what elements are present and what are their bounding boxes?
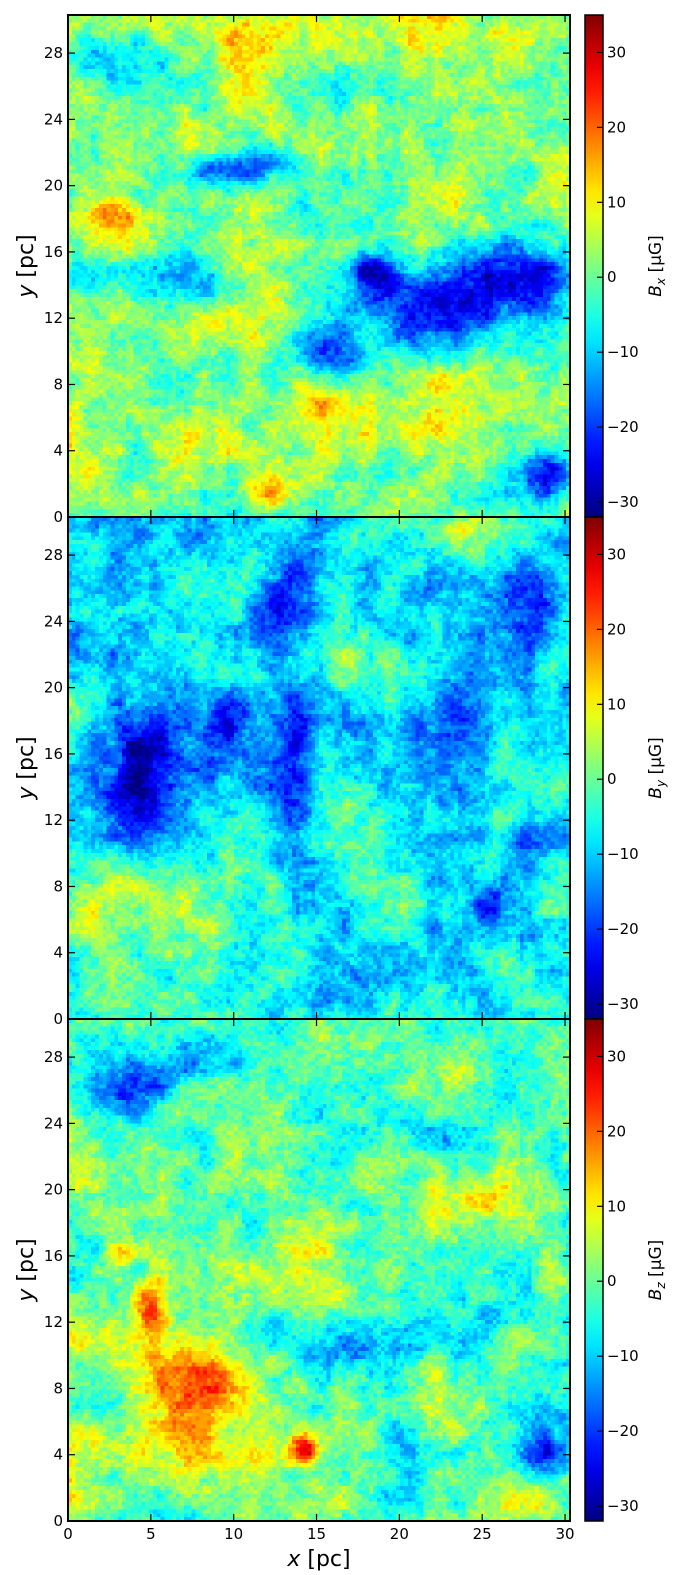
panel-2: 0 4 8 12 16 20 24 28 y [pc] −30 −20 −10 0 10 20 30 By [μ… xyxy=(14,516,668,1028)
x-tick-label: 30 xyxy=(555,1525,574,1543)
x-tick-label: 0 xyxy=(63,1525,73,1543)
y-axis-label: y [pc] xyxy=(14,234,39,298)
heatmap-image xyxy=(68,517,570,1019)
colorbar-tick-label: −10 xyxy=(607,845,639,863)
y-axis-label: y [pc] xyxy=(14,736,39,800)
colorbar-tick-label: 20 xyxy=(607,118,626,136)
y-tick-label: 16 xyxy=(44,1247,63,1265)
y-tick-label: 12 xyxy=(44,1313,63,1331)
heatmap-image xyxy=(68,15,570,517)
x-axis-label: x [pc] xyxy=(286,1547,350,1572)
panel-3: 0 4 8 12 16 20 24 28 0 5 10 15 20 25 30 y [pc] −30 −20 −10… xyxy=(14,1018,668,1543)
colorbar-tick-label: 10 xyxy=(607,193,626,211)
colorbar-gradient xyxy=(584,516,604,1020)
y-tick-label: 8 xyxy=(53,877,63,895)
colorbar: −30 −20 −10 0 10 20 30 Bx [μG] xyxy=(584,14,668,518)
colorbar-tick-label: 30 xyxy=(607,545,626,563)
colorbar-tick-label: −20 xyxy=(607,920,639,938)
y-tick-label: 28 xyxy=(44,546,63,564)
colorbar-tick-label: 0 xyxy=(607,770,617,788)
heatmap-image xyxy=(68,1019,570,1521)
y-tick-label: 20 xyxy=(44,177,63,195)
colorbar: −30 −20 −10 0 10 20 30 By [μG] xyxy=(584,516,668,1020)
colorbar-tick-label: 10 xyxy=(607,1197,626,1215)
panel-1: 0 4 8 12 16 20 24 28 y [pc] −30 −20 −10 0 10 20 30 Bx [μ… xyxy=(14,14,668,526)
x-tick-label: 25 xyxy=(473,1525,492,1543)
colorbar-tick-label: −30 xyxy=(607,1497,639,1515)
y-tick-label: 16 xyxy=(44,745,63,763)
y-tick-label: 20 xyxy=(44,1181,63,1199)
y-tick-label: 0 xyxy=(53,1010,63,1028)
x-tick-label: 15 xyxy=(307,1525,326,1543)
colorbar-tick-label: −20 xyxy=(607,418,639,436)
colorbar-tick-label: 20 xyxy=(607,620,626,638)
colorbar-label: By [μG] xyxy=(646,737,668,798)
x-tick-label: 10 xyxy=(224,1525,243,1543)
y-tick-label: 28 xyxy=(44,44,63,62)
colorbar-tick-label: −10 xyxy=(607,343,639,361)
colorbar-label: Bz [μG] xyxy=(646,1240,668,1301)
y-tick-label: 20 xyxy=(44,679,63,697)
y-tick-label: 24 xyxy=(44,612,63,630)
y-tick-label: 4 xyxy=(53,944,63,962)
y-tick-label: 8 xyxy=(53,375,63,393)
colorbar: −30 −20 −10 0 10 20 30 Bz [μG] xyxy=(584,1018,668,1522)
y-tick-label: 0 xyxy=(53,1512,63,1530)
colorbar-tick-label: 10 xyxy=(607,695,626,713)
colorbar-tick-label: −30 xyxy=(607,493,639,511)
colorbar-tick-label: −30 xyxy=(607,995,639,1013)
y-axis-label: y [pc] xyxy=(14,1238,39,1302)
colorbar-tick-label: 20 xyxy=(607,1122,626,1140)
colorbar-gradient xyxy=(584,1018,604,1522)
colorbar-label: Bx [μG] xyxy=(646,235,668,296)
y-tick-label: 28 xyxy=(44,1048,63,1066)
y-tick-label: 12 xyxy=(44,309,63,327)
y-tick-label: 4 xyxy=(53,442,63,460)
colorbar-gradient xyxy=(584,14,604,518)
y-tick-label: 16 xyxy=(44,243,63,261)
colorbar-tick-label: 30 xyxy=(607,1047,626,1065)
colorbar-tick-label: −20 xyxy=(607,1422,639,1440)
y-tick-label: 24 xyxy=(44,1114,63,1132)
y-tick-label: 12 xyxy=(44,811,63,829)
colorbar-tick-label: 0 xyxy=(607,1272,617,1290)
y-tick-label: 4 xyxy=(53,1446,63,1464)
plot-frame xyxy=(67,1018,571,1522)
colorbar-tick-label: 0 xyxy=(607,268,617,286)
colorbar-tick-label: 30 xyxy=(607,43,626,61)
x-tick-label: 20 xyxy=(390,1525,409,1543)
y-tick-label: 24 xyxy=(44,110,63,128)
colorbar-tick-label: −10 xyxy=(607,1347,639,1365)
y-tick-label: 0 xyxy=(53,508,63,526)
x-tick-label: 5 xyxy=(146,1525,156,1543)
y-tick-label: 8 xyxy=(53,1379,63,1397)
